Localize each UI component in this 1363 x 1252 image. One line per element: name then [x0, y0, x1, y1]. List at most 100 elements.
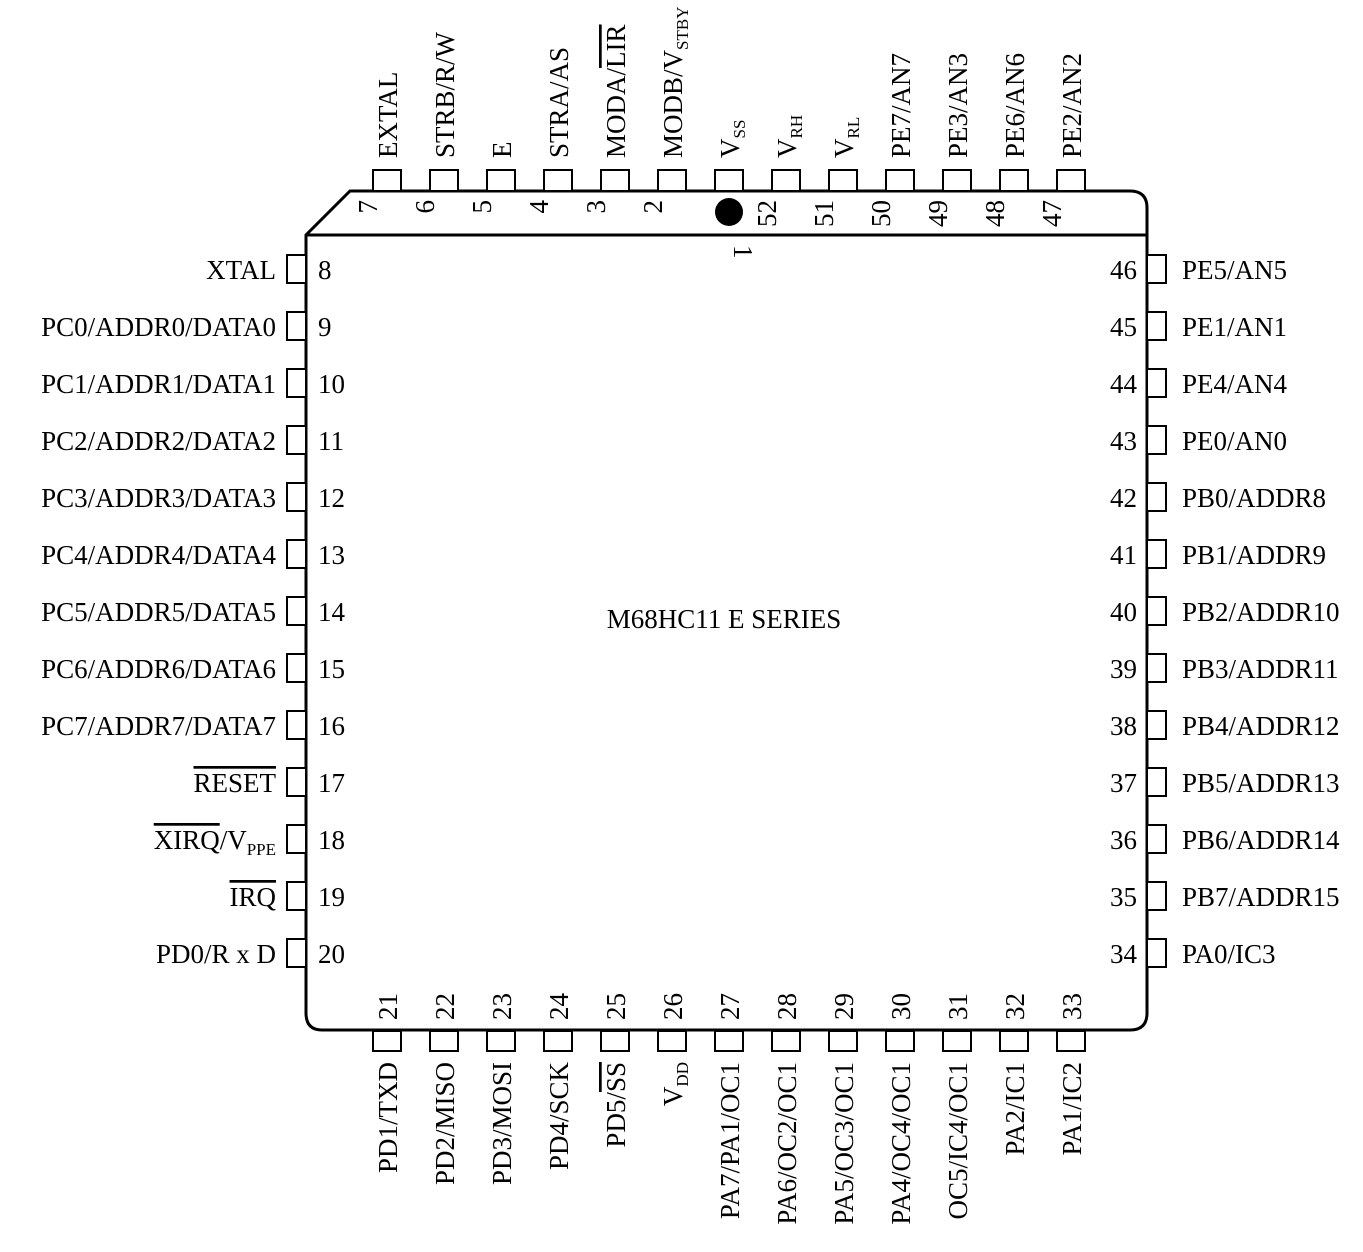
pin-27: 27 PA7/PA1/OC1 [714, 993, 745, 1219]
pin-25: 25 PD5/SS [600, 993, 631, 1148]
pin-number: 18 [318, 825, 345, 855]
pin-label-segment: PA7/PA1/OC1 [715, 1062, 745, 1219]
pin-label-segment: STRA/AS [544, 47, 574, 158]
pin-number: 50 [866, 200, 896, 227]
pin-pad [600, 169, 630, 192]
pin-label-segment: PPE [247, 840, 276, 859]
pin-pad [286, 254, 307, 284]
pin-pad [1146, 824, 1167, 854]
pin1-indicator-dot [715, 198, 743, 226]
pin-label-segment: SS [730, 120, 749, 139]
pin-number: 11 [318, 426, 344, 456]
pin-label-segment: PA2/IC1 [1000, 1062, 1030, 1156]
pin-label: PD1/TXD [373, 1062, 403, 1173]
pin-label: STRB/R/W [430, 31, 460, 158]
pin-4: 4 STRA/AS [524, 47, 574, 214]
pin-pad [714, 1030, 744, 1052]
pin-pad [286, 938, 307, 968]
pin-number: 6 [410, 200, 440, 214]
pin-pad [286, 368, 307, 398]
pin-pad [486, 169, 516, 192]
pin-8: 8 XTAL [206, 254, 332, 285]
pin-number: 45 [1110, 312, 1137, 342]
pin-number: 16 [318, 711, 345, 741]
pin-pad [885, 169, 915, 192]
pin-label-segment: LIR [601, 24, 631, 68]
pin-label-segment: PE2/AN2 [1057, 53, 1087, 158]
pin-pad [286, 824, 307, 854]
pin-label: E [487, 142, 517, 159]
pin-pad [286, 311, 307, 341]
pin-number: 15 [318, 654, 345, 684]
pin-label-segment: EXTAL [373, 72, 403, 158]
pin-number: 3 [581, 200, 611, 214]
pins-left: 8 XTAL 9 PC0/ADDR0/DATA0 10 PC1/ADDR1/DATA1 11… [41, 254, 346, 969]
pin-label: RESET [193, 768, 276, 798]
pin-label-segment: /V [220, 825, 248, 855]
pin-label-segment: V [829, 138, 859, 158]
pin-number: 35 [1110, 882, 1137, 912]
pin-label: PA1/IC2 [1057, 1062, 1087, 1156]
pin-label: PD3/MOSI [487, 1062, 517, 1185]
pin-number: 19 [318, 882, 345, 912]
pin-pad [286, 539, 307, 569]
pin-pad [999, 1030, 1029, 1052]
pin-label: PD4/SCK [544, 1062, 574, 1171]
pin-51: 51 VRL [809, 117, 863, 227]
pin-37: 37 PB5/ADDR13 [1110, 767, 1340, 798]
pin-19: 19 IRQ [230, 881, 345, 912]
pin-pad [1056, 1030, 1086, 1052]
pin-number: 28 [772, 993, 802, 1020]
pin-label-segment: PE7/AN7 [886, 53, 916, 158]
pin-pad [1146, 254, 1167, 284]
pin-number: 13 [318, 540, 345, 570]
pin-number: 1 [728, 245, 758, 259]
chip-package-outline [304, 189, 1149, 1032]
pin-label: MODB/VSTBY [658, 7, 692, 158]
pin-label-segment: SS [601, 1062, 631, 1092]
pin-pad [828, 169, 858, 192]
pin-number: 40 [1110, 597, 1137, 627]
pin-pad [828, 1030, 858, 1052]
pin-16: 16 PC7/ADDR7/DATA7 [41, 710, 345, 741]
pin-52: 52 VRH [752, 115, 806, 227]
pin-number: 43 [1110, 426, 1137, 456]
pin-label: PA4/OC4/OC1 [886, 1062, 916, 1225]
pin-38: 38 PB4/ADDR12 [1110, 710, 1340, 741]
pin-number: 5 [467, 200, 497, 214]
pin-number: 21 [373, 993, 403, 1020]
pin-label: VSS [715, 120, 749, 158]
pin-number: 38 [1110, 711, 1137, 741]
pin-45: 45 PE1/AN1 [1110, 311, 1287, 342]
pins-bottom: 21 PD1/TXD 22 PD2/MISO 23 PD3/MOSI 24 PD4/SCK 25… [372, 993, 1087, 1225]
pin-label-segment: RH [787, 115, 806, 139]
pin-28: 28 PA6/OC2/OC1 [771, 993, 802, 1225]
pin-40: 40 PB2/ADDR10 [1110, 596, 1340, 627]
pin-label: EXTAL [373, 72, 403, 158]
pin-label-segment: PD2/MISO [430, 1062, 460, 1185]
pin-label-segment: PA6/OC2/OC1 [772, 1062, 802, 1225]
pin-label: PE1/AN1 [1182, 312, 1287, 342]
pin-label: PA7/PA1/OC1 [715, 1062, 745, 1219]
pin-10: 10 PC1/ADDR1/DATA1 [41, 368, 345, 399]
pin-3: 3 MODA/LIR [581, 24, 631, 213]
pin-32: 32 PA2/IC1 [999, 993, 1030, 1156]
pin-pad [657, 169, 687, 192]
pin-number: 10 [318, 369, 345, 399]
pin-46: 46 PE5/AN5 [1110, 254, 1287, 285]
pin-17: 17 RESET [193, 767, 345, 798]
pin-label-segment: E [487, 142, 517, 159]
pin-pad [657, 1030, 687, 1052]
pin-number: 47 [1037, 200, 1067, 227]
pin-label: IRQ [230, 882, 277, 912]
pin-number: 2 [638, 200, 668, 214]
pin-number: 20 [318, 939, 345, 969]
pin-44: 44 PE4/AN4 [1110, 368, 1288, 399]
pin-number: 14 [318, 597, 346, 627]
pin-pad [286, 767, 307, 797]
pin-label: VRH [772, 115, 806, 158]
pin-label-segment: PD1/TXD [373, 1062, 403, 1173]
pin-label-segment: V [658, 1086, 688, 1106]
pin-label: PC0/ADDR0/DATA0 [41, 312, 276, 342]
pin-pad [1056, 169, 1086, 192]
